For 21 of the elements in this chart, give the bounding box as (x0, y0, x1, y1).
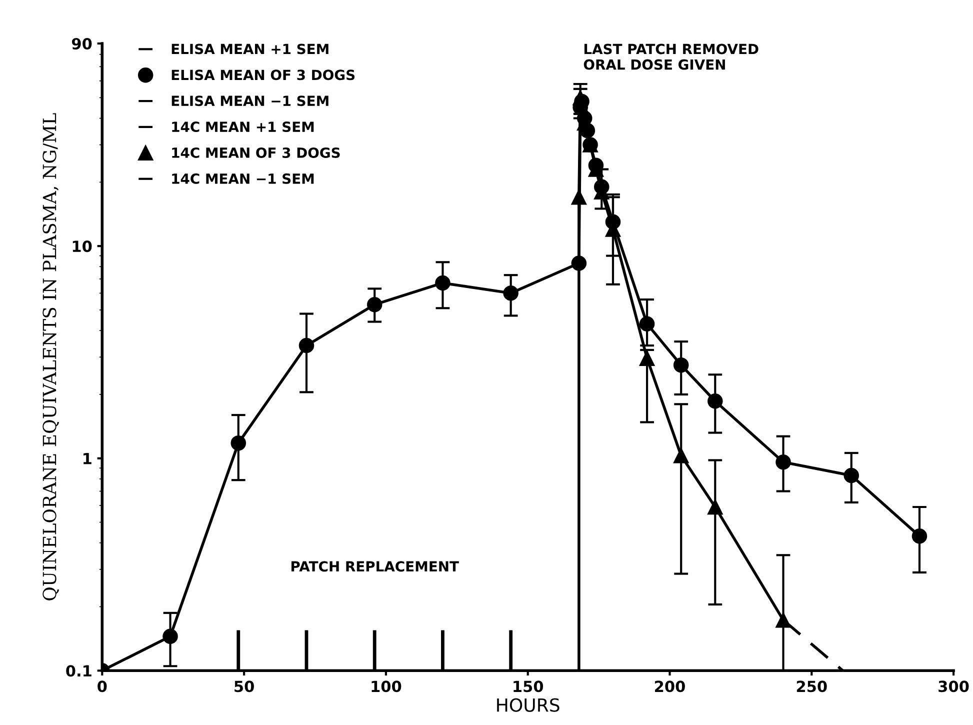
x-tick-label: 200 (655, 680, 685, 692)
annotation: PATCH REPLACEMENT (292, 561, 459, 572)
x-axis-title: HOURS (497, 698, 560, 712)
x-tick-label: 250 (796, 680, 827, 692)
y-tick-label: 0.1 (66, 665, 92, 677)
annotation: LAST PATCH REMOVED ORAL DOSE GIVEN (584, 44, 758, 70)
y-tick-label: 90 (72, 38, 92, 50)
x-tick-label: 150 (514, 680, 544, 692)
y-tick-label: 1 (84, 453, 92, 464)
x-tick-label: 300 (938, 680, 969, 692)
annotation: 14C MEAN +1 SEM (172, 122, 314, 132)
legend-label: 14C MEAN OF 3 DOGS (172, 147, 340, 158)
x-tick-label: 100 (372, 680, 402, 692)
y-tick-label: 10 (72, 240, 92, 252)
annotation: ELISA MEAN +1 SEM (172, 44, 328, 54)
legend-label: ELISA MEAN OF 3 DOGS (172, 70, 355, 80)
annotation: ELISA MEAN −1 SEM (172, 96, 328, 106)
annotation: 14C MEAN −1 SEM (172, 173, 314, 184)
x-tick-label: 50 (234, 680, 254, 692)
x-tick-label: 0 (98, 680, 107, 692)
y-axis-title: QUINELORANE EQUIVALENTS IN PLASMA, NG/ML (42, 113, 59, 600)
